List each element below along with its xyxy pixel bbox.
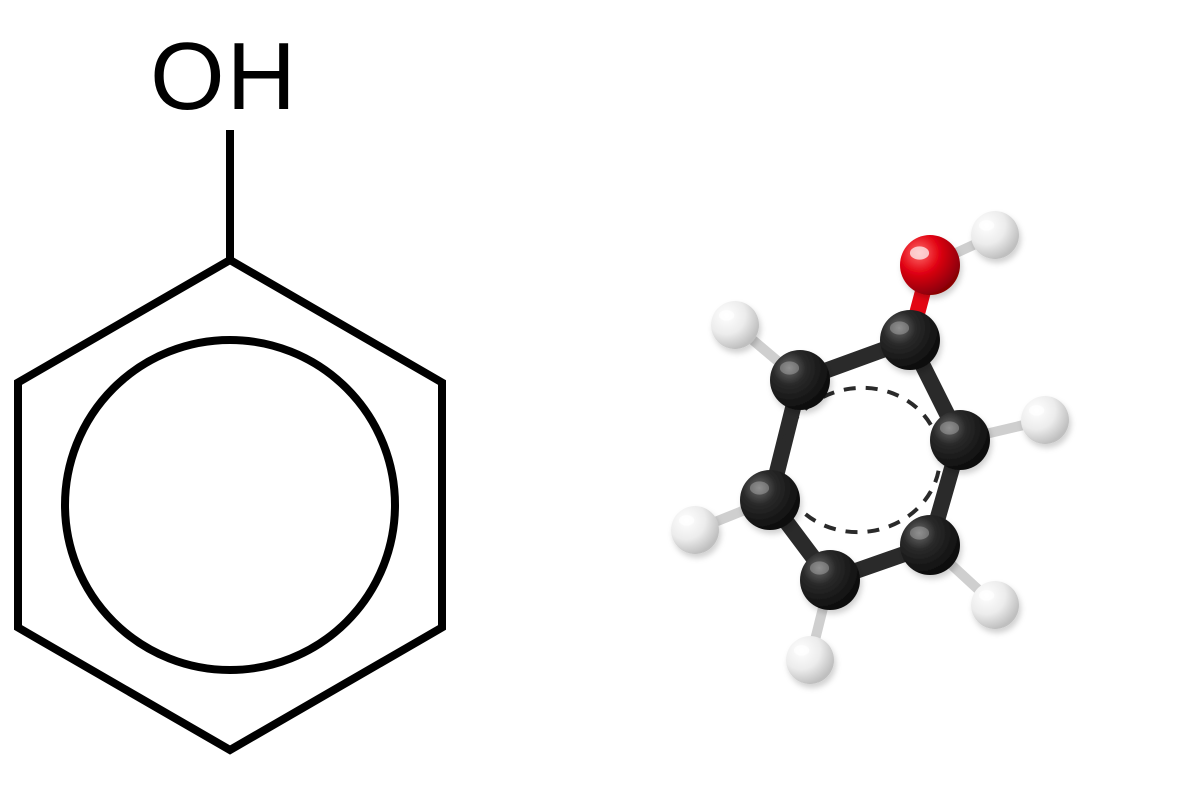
atom-highlight [940,421,959,434]
atom-hydrogen [971,581,1019,629]
atom-hydrogen [786,636,834,684]
atom-carbon [900,515,960,575]
atom-carbon [880,310,940,370]
structural-svg [0,0,520,800]
benzene-hexagon [18,260,442,750]
atom-hydrogen [671,506,719,554]
atom-highlight [679,515,694,526]
atom-hydrogen [971,211,1019,259]
atom-highlight [810,561,829,574]
atom-hydrogen [1021,396,1069,444]
atom-highlight [910,246,929,259]
atom-highlight [750,481,769,494]
atom-highlight [780,361,799,374]
structural-formula-panel: OH [0,0,520,800]
aromatic-circle [65,340,395,670]
atom-carbon [770,350,830,410]
atom-highlight [979,590,994,601]
atom-carbon [800,550,860,610]
atom-highlight [1029,405,1044,416]
atom-highlight [979,220,994,231]
atom-hydrogen [711,301,759,349]
atoms-group [671,211,1069,684]
canvas: OH [0,0,1200,800]
atom-highlight [890,321,909,334]
atom-carbon [740,470,800,530]
ballstick-panel [560,150,1160,710]
atom-highlight [910,526,929,539]
atom-oxygen [900,235,960,295]
atom-carbon [930,410,990,470]
atom-highlight [794,645,809,656]
atom-highlight [719,310,734,321]
ballstick-svg [560,150,1160,710]
